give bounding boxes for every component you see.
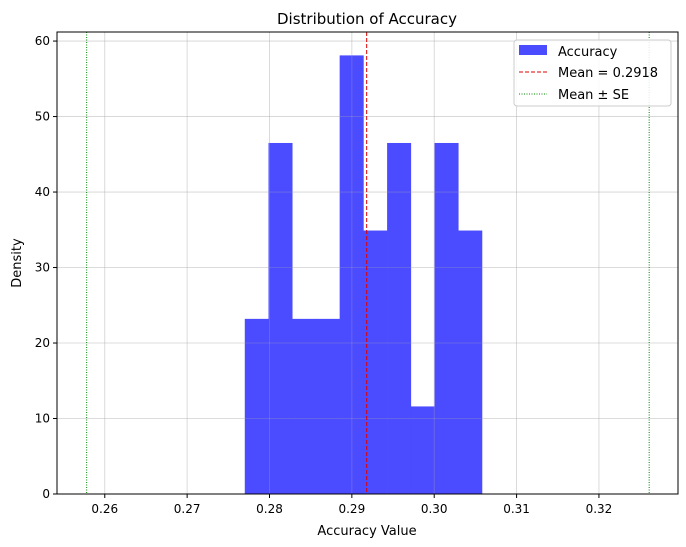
histogram-bar <box>315 318 340 494</box>
y-tick-label: 50 <box>35 110 50 124</box>
legend-label-accuracy: Accuracy <box>558 45 618 60</box>
chart-title: Distribution of Accuracy <box>277 10 457 28</box>
x-tick-label: 0.31 <box>503 502 530 516</box>
x-axis-label: Accuracy Value <box>317 524 416 539</box>
plot-frame <box>56 31 679 495</box>
histogram-bar <box>292 318 317 494</box>
histogram-bar <box>339 55 364 494</box>
y-axis-ticks: 0 10 20 30 40 50 60 <box>35 34 57 501</box>
bars <box>244 55 483 494</box>
histogram-bar <box>458 230 483 494</box>
y-tick-label: 10 <box>35 412 50 426</box>
legend-label-se: Mean ± SE <box>558 88 629 103</box>
x-tick-label: 0.30 <box>421 502 448 516</box>
legend-label-mean: Mean = 0.2918 <box>558 66 658 81</box>
x-tick-label: 0.28 <box>256 502 283 516</box>
legend-swatch-accuracy <box>519 45 547 55</box>
histogram-bar <box>244 318 269 494</box>
y-tick-label: 60 <box>35 34 50 48</box>
histogram-bar <box>268 142 293 494</box>
legend-box <box>513 39 672 107</box>
y-tick-label: 0 <box>42 487 50 501</box>
x-axis-ticks: 0.26 0.27 0.28 0.29 0.30 0.31 0.32 <box>91 494 612 516</box>
y-tick-label: 30 <box>35 261 50 275</box>
histogram-bar <box>434 142 459 494</box>
x-tick-label: 0.27 <box>174 502 201 516</box>
x-tick-label: 0.26 <box>91 502 118 516</box>
x-tick-label: 0.32 <box>586 502 613 516</box>
histogram-bar <box>410 406 435 494</box>
histogram-bar <box>387 142 412 494</box>
y-axis-label: Density <box>10 238 25 288</box>
y-tick-label: 20 <box>35 336 50 350</box>
reference-lines <box>86 32 650 494</box>
y-tick-label: 40 <box>35 185 50 199</box>
legend: Accuracy Mean = 0.2918 Mean ± SE <box>513 39 672 107</box>
grid-overlay <box>57 32 678 495</box>
x-tick-label: 0.29 <box>338 502 365 516</box>
histogram-bar <box>363 230 388 494</box>
